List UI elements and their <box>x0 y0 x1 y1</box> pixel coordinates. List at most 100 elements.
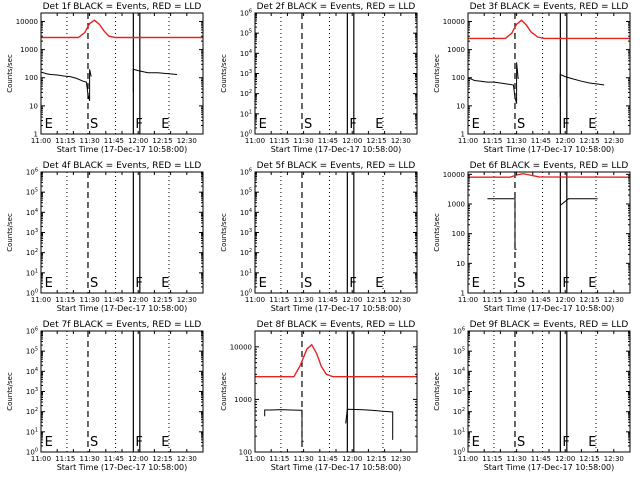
chart-panel: Det 5f BLACK = Events, RED = LLD E S F E 11:0… <box>220 161 418 313</box>
marker-label: E <box>588 276 596 291</box>
series-events-line <box>487 198 517 250</box>
y-tick-label: 10000 <box>443 171 465 179</box>
y-tick-label: 105 <box>453 347 465 356</box>
series-events-line <box>264 409 304 442</box>
y-tick-label: 101 <box>240 109 252 118</box>
marker-label: S <box>90 117 98 132</box>
y-tick-label: 105 <box>26 188 38 197</box>
y-tick-label: 100 <box>240 130 252 139</box>
y-tick-label: 104 <box>26 208 38 217</box>
x-tick-label: 12:30 <box>604 296 624 304</box>
x-tick-label: 11:15 <box>482 296 502 304</box>
y-tick-label: 103 <box>240 69 252 78</box>
x-tick-label: 11:45 <box>531 455 551 463</box>
y-tick-label: 102 <box>240 89 252 98</box>
x-tick-label: 11:30 <box>507 455 527 463</box>
y-axis-label: Counts/sec <box>433 54 441 93</box>
marker-label: E <box>259 117 267 132</box>
marker-label: E <box>375 117 383 132</box>
y-tick-label: 100 <box>452 74 465 82</box>
y-tick-label: 10 <box>456 102 465 110</box>
x-tick-label: 11:45 <box>531 137 551 145</box>
marker-label: E <box>259 276 267 291</box>
x-axis-label: Start Time (17-Dec-17 10:58:00) <box>484 463 615 472</box>
y-axis-label: Counts/sec <box>220 213 228 252</box>
marker-label: S <box>304 117 312 132</box>
marker-label: S <box>517 435 525 450</box>
x-tick-label: 11:45 <box>318 137 338 145</box>
marker-label: E <box>161 276 169 291</box>
x-tick-label: 11:30 <box>294 137 314 145</box>
marker-label: E <box>45 435 53 450</box>
x-tick-label: 12:30 <box>177 455 197 463</box>
y-tick-label: 1000 <box>447 46 465 54</box>
x-axis-label: Start Time (17-Dec-17 10:58:00) <box>271 463 402 472</box>
x-tick-label: 12:30 <box>177 296 197 304</box>
chart-title: Det 5f BLACK = Events, RED = LLD <box>257 161 416 171</box>
x-tick-label: 11:15 <box>55 296 75 304</box>
y-tick-label: 1 <box>34 131 38 139</box>
marker-label: S <box>517 117 525 132</box>
x-tick-label: 12:15 <box>152 137 172 145</box>
x-tick-label: 12:15 <box>152 296 172 304</box>
x-tick-label: 12:00 <box>342 296 362 304</box>
chart-title: Det 6f BLACK = Events, RED = LLD <box>470 161 629 171</box>
marker-label: F <box>135 276 142 291</box>
y-tick-label: 102 <box>26 248 38 257</box>
x-axis-label: Start Time (17-Dec-17 10:58:00) <box>484 145 615 154</box>
x-tick-label: 11:45 <box>104 455 124 463</box>
x-tick-label: 11:00 <box>458 455 478 463</box>
x-tick-label: 12:15 <box>579 455 599 463</box>
x-tick-label: 11:00 <box>31 137 51 145</box>
x-tick-label: 12:00 <box>128 296 148 304</box>
series-lld-line <box>468 172 631 178</box>
x-tick-label: 12:00 <box>128 455 148 463</box>
y-tick-label: 10000 <box>16 18 38 26</box>
y-tick-label: 104 <box>240 49 252 58</box>
y-tick-label: 101 <box>26 427 38 436</box>
y-tick-label: 103 <box>26 228 38 237</box>
marker-label: E <box>45 276 53 291</box>
x-tick-label: 12:30 <box>604 137 624 145</box>
x-tick-label: 12:15 <box>366 455 386 463</box>
y-tick-label: 1 <box>461 290 465 298</box>
y-tick-label: 103 <box>240 228 252 237</box>
x-tick-label: 11:15 <box>55 137 75 145</box>
y-tick-label: 10000 <box>443 18 465 26</box>
chart-title: Det 4f BLACK = Events, RED = LLD <box>43 161 202 171</box>
x-tick-label: 12:15 <box>366 137 386 145</box>
y-tick-label: 10 <box>456 260 465 268</box>
marker-label: F <box>135 117 142 132</box>
x-tick-label: 11:15 <box>55 455 75 463</box>
series-events-line <box>559 73 605 98</box>
y-tick-label: 103 <box>453 387 465 396</box>
series-events-line <box>467 62 519 104</box>
x-tick-label: 11:00 <box>31 296 51 304</box>
chart-panel: Det 1f BLACK = Events, RED = LLD E S F E 11:0… <box>6 2 204 154</box>
marker-label: E <box>161 117 169 132</box>
x-tick-label: 11:30 <box>80 137 100 145</box>
series-lld-line <box>255 343 417 378</box>
y-axis-label: Counts/sec <box>433 213 441 252</box>
x-tick-label: 12:00 <box>555 137 575 145</box>
marker-label: E <box>472 117 480 132</box>
marker-label: F <box>562 117 569 132</box>
x-tick-label: 11:45 <box>104 137 124 145</box>
x-tick-label: 12:30 <box>604 455 624 463</box>
x-tick-label: 11:45 <box>318 296 338 304</box>
y-tick-label: 105 <box>240 188 252 197</box>
x-tick-label: 12:00 <box>342 455 362 463</box>
chart-panel: Det 4f BLACK = Events, RED = LLD E S F E 11:0… <box>6 161 204 313</box>
y-axis-label: Counts/sec <box>220 54 228 93</box>
x-axis-label: Start Time (17-Dec-17 10:58:00) <box>271 145 402 154</box>
x-tick-label: 11:30 <box>294 296 314 304</box>
y-tick-label: 100 <box>240 289 252 298</box>
y-tick-label: 104 <box>240 208 252 217</box>
y-axis-label: Counts/sec <box>220 372 228 411</box>
marker-label: E <box>472 435 480 450</box>
chart-title: Det 1f BLACK = Events, RED = LLD <box>43 2 202 12</box>
y-tick-label: 104 <box>453 367 465 376</box>
series-events-line <box>345 408 394 440</box>
marker-label: E <box>588 117 596 132</box>
